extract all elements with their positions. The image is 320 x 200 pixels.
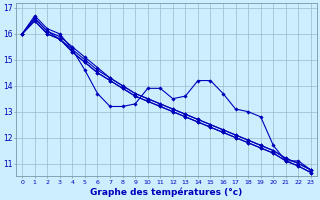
X-axis label: Graphe des températures (°c): Graphe des températures (°c) — [91, 188, 243, 197]
